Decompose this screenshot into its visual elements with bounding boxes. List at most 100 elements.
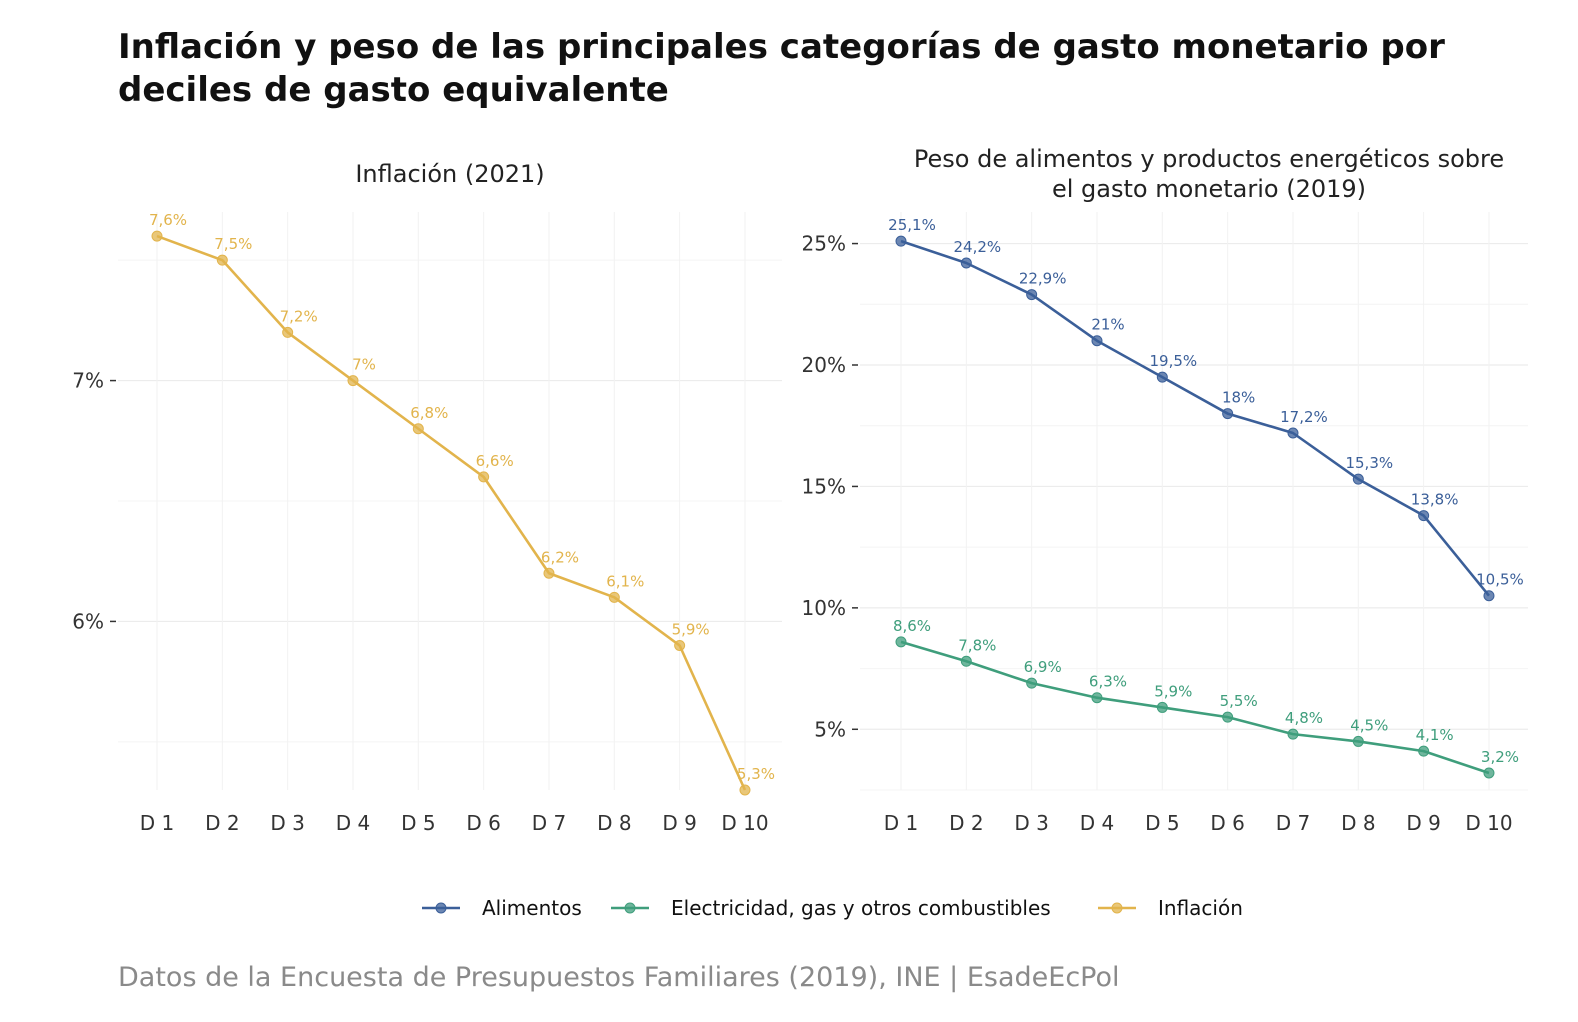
data-label-inflacion: 7,5% xyxy=(214,235,252,253)
x-tick-label: D 2 xyxy=(205,811,239,835)
data-point-inflacion xyxy=(543,567,555,579)
data-label-inflacion: 5,3% xyxy=(737,765,775,783)
chart-main-title: Inflación y peso de las principales cate… xyxy=(118,27,1445,110)
data-point-alimentos xyxy=(1287,427,1299,439)
data-point-electricidad-gas-y-otros-combustibles xyxy=(1483,767,1495,779)
data-label-inflacion: 5,9% xyxy=(672,621,710,639)
data-point-inflacion xyxy=(347,375,359,387)
data-label-alimentos: 13,8% xyxy=(1411,491,1459,509)
data-label-electricidad-gas-y-otros-combustibles: 8,6% xyxy=(893,617,931,635)
y-tick-label: 25% xyxy=(802,232,846,256)
data-point-inflacion xyxy=(151,230,163,242)
legend-label: Electricidad, gas y otros combustibles xyxy=(671,896,1051,920)
data-point-alimentos xyxy=(895,235,907,247)
data-label-inflacion: 7% xyxy=(352,356,376,374)
data-label-electricidad-gas-y-otros-combustibles: 4,5% xyxy=(1350,716,1388,734)
y-tick-label: 6% xyxy=(72,609,104,633)
y-tick-label: 5% xyxy=(814,717,846,741)
data-label-electricidad-gas-y-otros-combustibles: 4,1% xyxy=(1416,726,1454,744)
panel-title-line: Peso de alimentos y productos energético… xyxy=(914,145,1504,173)
data-point-inflacion xyxy=(412,423,424,435)
data-label-inflacion: 7,2% xyxy=(280,307,318,325)
data-point-alimentos xyxy=(1091,335,1103,347)
data-point-inflacion xyxy=(216,254,228,266)
data-point-electricidad-gas-y-otros-combustibles xyxy=(1418,745,1430,757)
x-tick-label: D 4 xyxy=(1080,811,1114,835)
x-tick-label: D 3 xyxy=(270,811,304,835)
data-point-electricidad-gas-y-otros-combustibles xyxy=(1352,735,1364,747)
data-label-alimentos: 24,2% xyxy=(954,238,1002,256)
data-label-electricidad-gas-y-otros-combustibles: 7,8% xyxy=(958,636,996,654)
data-label-electricidad-gas-y-otros-combustibles: 4,8% xyxy=(1285,709,1323,727)
data-label-electricidad-gas-y-otros-combustibles: 6,3% xyxy=(1089,673,1127,691)
data-point-inflacion xyxy=(739,784,751,796)
legend-key-point xyxy=(624,902,636,914)
y-tick-label: 20% xyxy=(802,353,846,377)
data-point-alimentos xyxy=(1483,590,1495,602)
data-label-electricidad-gas-y-otros-combustibles: 5,5% xyxy=(1220,692,1258,710)
data-label-alimentos: 22,9% xyxy=(1019,270,1067,288)
x-tick-label: D 5 xyxy=(1145,811,1179,835)
data-label-alimentos: 25,1% xyxy=(888,216,936,234)
data-point-inflacion xyxy=(478,471,490,483)
data-label-alimentos: 17,2% xyxy=(1280,408,1328,426)
data-point-alimentos xyxy=(960,257,972,269)
legend-key-point xyxy=(1111,902,1123,914)
legend-key-point xyxy=(435,902,447,914)
legend-item-electricidad-gas-y-otros-combustibles: Electricidad, gas y otros combustibles xyxy=(611,896,1051,920)
data-point-electricidad-gas-y-otros-combustibles xyxy=(1156,701,1168,713)
x-tick-label: D 10 xyxy=(1465,811,1512,835)
x-tick-label: D 10 xyxy=(721,811,768,835)
data-label-inflacion: 6,2% xyxy=(541,548,579,566)
data-label-inflacion: 6,6% xyxy=(476,452,514,470)
data-point-electricidad-gas-y-otros-combustibles xyxy=(1026,677,1038,689)
x-tick-label: D 9 xyxy=(662,811,696,835)
data-label-electricidad-gas-y-otros-combustibles: 6,9% xyxy=(1024,658,1062,676)
data-label-alimentos: 15,3% xyxy=(1345,454,1393,472)
x-tick-label: D 6 xyxy=(466,811,500,835)
data-point-alimentos xyxy=(1352,473,1364,485)
x-tick-label: D 6 xyxy=(1210,811,1244,835)
legend: Alimentos Electricidad, gas y otros combu… xyxy=(422,896,1243,920)
x-tick-label: D 1 xyxy=(140,811,174,835)
series-line-inflacion xyxy=(156,234,747,791)
data-point-alimentos xyxy=(1156,371,1168,383)
data-point-electricidad-gas-y-otros-combustibles xyxy=(1287,728,1299,740)
y-tick-label: 10% xyxy=(802,596,846,620)
panel-inflacion: Inflación (2021) 6% 7% D 1 D 2 D 3 D 4 D 5 D 6 D … xyxy=(72,160,782,835)
y-tick-label: 15% xyxy=(802,474,846,498)
x-tick-label: D 8 xyxy=(597,811,631,835)
y-tick-label: 7% xyxy=(72,369,104,393)
data-label-alimentos: 18% xyxy=(1222,389,1255,407)
data-label-alimentos: 10,5% xyxy=(1476,571,1524,589)
panel-peso-gasto: Peso de alimentos y productos energético… xyxy=(802,145,1528,835)
data-point-electricidad-gas-y-otros-combustibles xyxy=(1222,711,1234,723)
data-point-alimentos xyxy=(1418,510,1430,522)
data-point-inflacion xyxy=(282,326,294,338)
x-tick-label: D 7 xyxy=(532,811,566,835)
legend-label: Alimentos xyxy=(482,896,582,920)
data-point-electricidad-gas-y-otros-combustibles xyxy=(960,655,972,667)
legend-item-inflacion: Inflación xyxy=(1098,896,1243,920)
data-point-alimentos xyxy=(1026,289,1038,301)
data-label-electricidad-gas-y-otros-combustibles: 3,2% xyxy=(1481,748,1519,766)
source-caption: Datos de la Encuesta de Presupuestos Fam… xyxy=(118,962,1120,993)
data-point-inflacion xyxy=(608,591,620,603)
x-tick-label: D 2 xyxy=(949,811,983,835)
x-tick-label: D 3 xyxy=(1014,811,1048,835)
data-label-inflacion: 7,6% xyxy=(149,211,187,229)
data-label-alimentos: 19,5% xyxy=(1149,352,1197,370)
data-label-inflacion: 6,8% xyxy=(410,404,448,422)
panel-title-line: el gasto monetario (2019) xyxy=(1052,175,1366,203)
data-point-electricidad-gas-y-otros-combustibles xyxy=(895,636,907,648)
data-point-inflacion xyxy=(674,640,686,651)
series-line-electricidad-gas-y-otros-combustibles xyxy=(900,640,1490,775)
legend-item-alimentos: Alimentos xyxy=(422,896,582,920)
data-point-electricidad-gas-y-otros-combustibles xyxy=(1091,692,1103,704)
data-label-electricidad-gas-y-otros-combustibles: 5,9% xyxy=(1154,682,1192,700)
x-tick-label: D 9 xyxy=(1406,811,1440,835)
data-label-alimentos: 21% xyxy=(1091,316,1124,334)
legend-label: Inflación xyxy=(1158,896,1243,920)
x-tick-label: D 5 xyxy=(401,811,435,835)
